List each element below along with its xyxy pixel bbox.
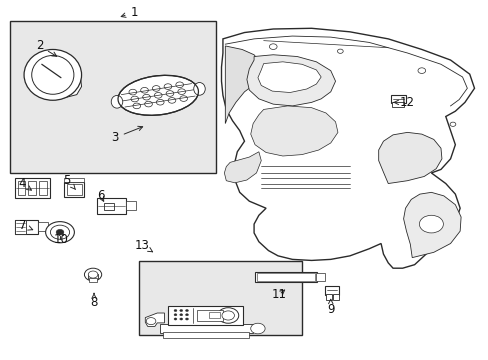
Bar	[325, 294, 331, 300]
Bar	[28, 181, 36, 195]
Text: 7: 7	[20, 219, 33, 232]
Text: 9: 9	[326, 299, 334, 316]
Ellipse shape	[156, 99, 164, 105]
Polygon shape	[250, 106, 337, 156]
Ellipse shape	[111, 95, 122, 108]
Bar	[104, 203, 113, 210]
Polygon shape	[257, 62, 321, 93]
Ellipse shape	[164, 84, 171, 89]
Ellipse shape	[417, 68, 425, 73]
Ellipse shape	[178, 89, 185, 94]
Text: 11: 11	[271, 288, 286, 301]
Ellipse shape	[185, 318, 188, 320]
Ellipse shape	[50, 225, 69, 239]
Text: 10: 10	[54, 231, 69, 247]
Bar	[39, 181, 46, 195]
Bar	[16, 220, 26, 234]
Ellipse shape	[180, 318, 183, 320]
Ellipse shape	[419, 215, 443, 233]
Ellipse shape	[449, 122, 455, 126]
Bar	[10, 21, 215, 173]
Ellipse shape	[45, 222, 74, 243]
Bar	[66, 184, 82, 195]
Bar	[255, 272, 317, 282]
Ellipse shape	[337, 49, 343, 53]
Bar	[64, 183, 84, 197]
Bar	[89, 278, 97, 282]
Polygon shape	[378, 132, 441, 184]
Bar	[139, 261, 302, 335]
Bar	[160, 324, 253, 333]
Bar	[16, 178, 50, 198]
Text: 12: 12	[393, 96, 414, 109]
Ellipse shape	[217, 308, 238, 323]
Ellipse shape	[180, 314, 183, 316]
Polygon shape	[224, 152, 261, 183]
Ellipse shape	[129, 89, 136, 95]
Ellipse shape	[269, 44, 277, 49]
Bar	[97, 198, 125, 213]
Ellipse shape	[166, 91, 173, 96]
Bar	[257, 274, 314, 280]
Ellipse shape	[131, 96, 139, 102]
Ellipse shape	[144, 101, 152, 107]
Polygon shape	[403, 192, 460, 258]
Ellipse shape	[185, 310, 188, 312]
Bar	[39, 222, 48, 231]
Polygon shape	[246, 55, 335, 106]
Bar	[197, 310, 223, 321]
Ellipse shape	[142, 94, 150, 100]
Polygon shape	[221, 28, 473, 268]
Ellipse shape	[56, 229, 64, 235]
Text: 4: 4	[18, 177, 31, 190]
Ellipse shape	[152, 86, 160, 91]
Ellipse shape	[174, 310, 177, 312]
Ellipse shape	[180, 96, 187, 102]
Bar	[162, 332, 248, 338]
Bar	[391, 102, 403, 107]
Ellipse shape	[174, 318, 177, 320]
Text: 13: 13	[134, 239, 152, 252]
Ellipse shape	[133, 103, 141, 109]
Ellipse shape	[146, 318, 156, 325]
Bar	[16, 220, 39, 234]
Text: 6: 6	[97, 189, 104, 202]
Ellipse shape	[185, 314, 188, 316]
Ellipse shape	[118, 75, 198, 115]
Text: 8: 8	[90, 293, 98, 309]
Ellipse shape	[222, 311, 234, 320]
Bar	[208, 312, 219, 318]
Polygon shape	[34, 67, 81, 99]
Bar	[18, 181, 25, 195]
Ellipse shape	[88, 271, 98, 278]
Text: 3: 3	[111, 126, 142, 144]
Ellipse shape	[141, 87, 148, 93]
Ellipse shape	[193, 82, 205, 95]
Bar	[125, 201, 136, 210]
Polygon shape	[145, 313, 164, 327]
Bar	[325, 286, 339, 294]
Ellipse shape	[168, 98, 175, 103]
Ellipse shape	[84, 268, 102, 281]
Polygon shape	[225, 46, 261, 123]
Ellipse shape	[154, 93, 162, 98]
Ellipse shape	[24, 49, 81, 100]
Ellipse shape	[250, 323, 264, 334]
Ellipse shape	[176, 82, 183, 87]
Text: 1: 1	[121, 6, 138, 19]
Bar	[390, 95, 405, 103]
Text: 5: 5	[63, 174, 75, 190]
Ellipse shape	[174, 314, 177, 316]
Ellipse shape	[180, 310, 183, 312]
Bar	[64, 178, 84, 183]
Bar	[332, 294, 338, 300]
Bar	[88, 274, 98, 279]
Text: 2: 2	[36, 40, 57, 56]
Bar	[168, 306, 242, 325]
Bar	[316, 274, 325, 280]
Ellipse shape	[32, 55, 74, 94]
